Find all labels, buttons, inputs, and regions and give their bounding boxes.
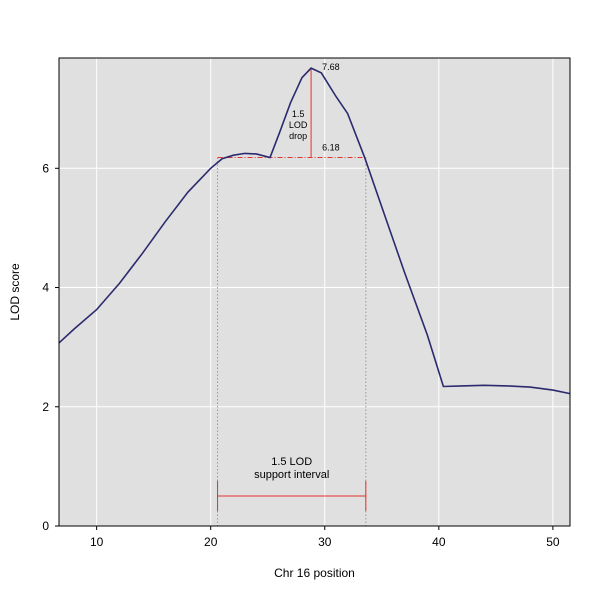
peak-value-label: 7.68 xyxy=(322,62,340,72)
x-tick-label: 40 xyxy=(432,535,446,549)
x-axis-ticks: 10 20 30 40 50 xyxy=(90,526,560,549)
y-axis-ticks: 0 2 4 6 xyxy=(42,161,59,533)
interval-label-line-1: 1.5 LOD xyxy=(271,456,312,468)
y-tick-label: 4 xyxy=(42,281,49,295)
plot-panel xyxy=(59,58,570,526)
x-tick-label: 30 xyxy=(318,535,332,549)
y-tick-label: 2 xyxy=(42,400,49,414)
interval-label-line-2: support interval xyxy=(254,469,329,481)
drop-label-line-1: 1.5 xyxy=(292,109,305,119)
y-tick-label: 6 xyxy=(42,161,49,175)
x-tick-label: 50 xyxy=(546,535,560,549)
y-axis-label: LOD score xyxy=(8,263,22,321)
x-tick-label: 20 xyxy=(204,535,218,549)
drop-label-line-3: drop xyxy=(289,131,307,141)
x-tick-label: 10 xyxy=(90,535,104,549)
plot-frame xyxy=(58,57,571,527)
drop-label-line-2: LOD xyxy=(289,120,308,130)
annotation-labels: 7.68 6.18 1.5 LOD drop 1.5 LOD support i… xyxy=(254,62,340,481)
x-axis-label: Chr 16 position xyxy=(274,566,355,580)
drop-value-label: 6.18 xyxy=(322,143,340,153)
lod-curve xyxy=(58,67,571,395)
y-tick-label: 0 xyxy=(42,519,49,533)
annotations xyxy=(217,68,367,526)
